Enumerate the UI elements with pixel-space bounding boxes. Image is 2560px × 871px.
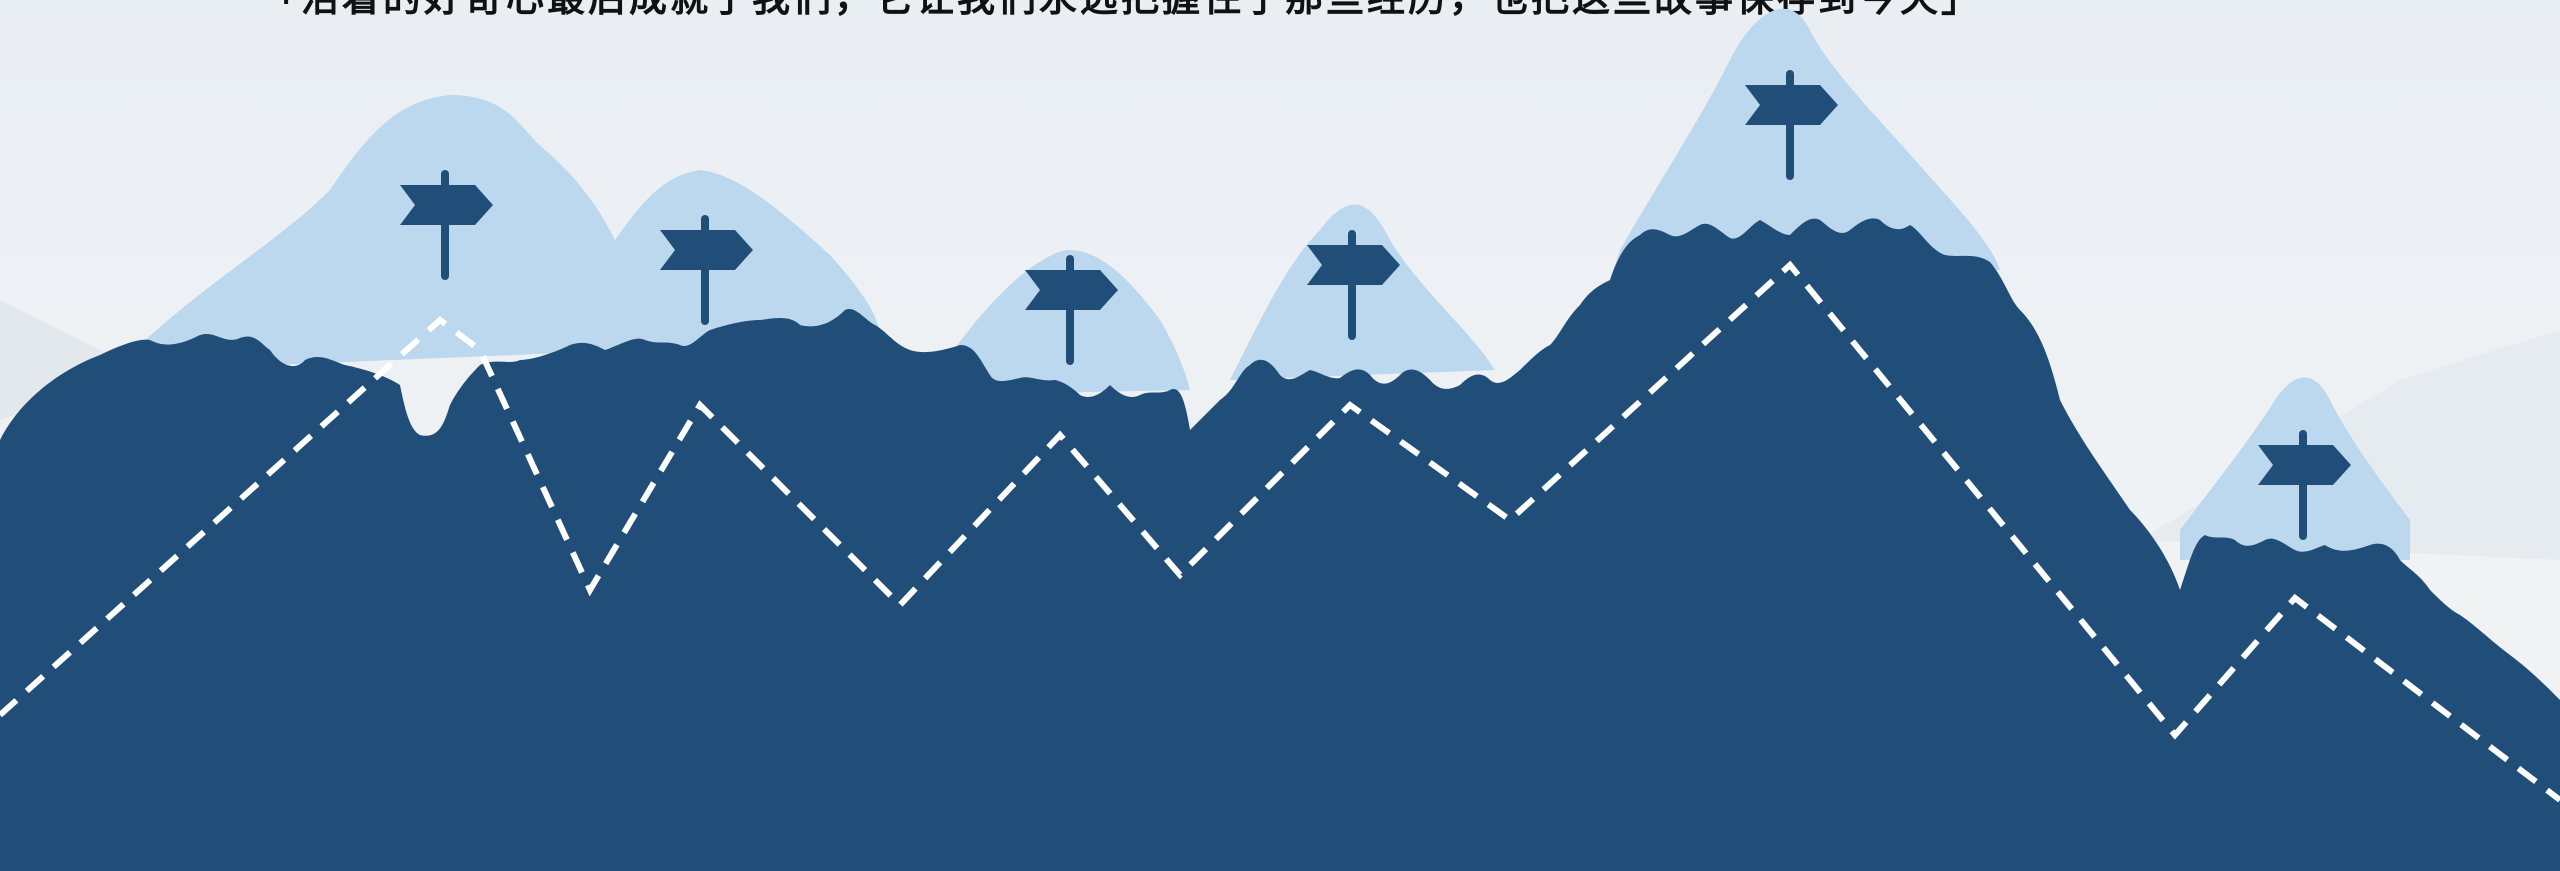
snow-cap-2: [940, 249, 1190, 395]
signpost-icon: [400, 170, 493, 280]
snow-cap-3: [1230, 204, 1495, 380]
snow-cap-4: [1610, 8, 2000, 280]
headline-text: 「活着的好奇心最后成就了我们，它让我们永远把握住了那些经历，也把这些故事保存到今…: [260, 0, 2060, 18]
signpost-icon: [1745, 70, 1838, 180]
signpost-icon: [1025, 255, 1118, 365]
snow-cap-1: [140, 95, 880, 370]
snow-caps: [140, 8, 2410, 560]
signpost-icon: [1307, 230, 1400, 340]
mountain-body: [0, 218, 2560, 871]
trail-dashed-line: [0, 260, 2560, 803]
signpost-icon: [2258, 430, 2351, 540]
signpost-icon: [660, 215, 753, 325]
